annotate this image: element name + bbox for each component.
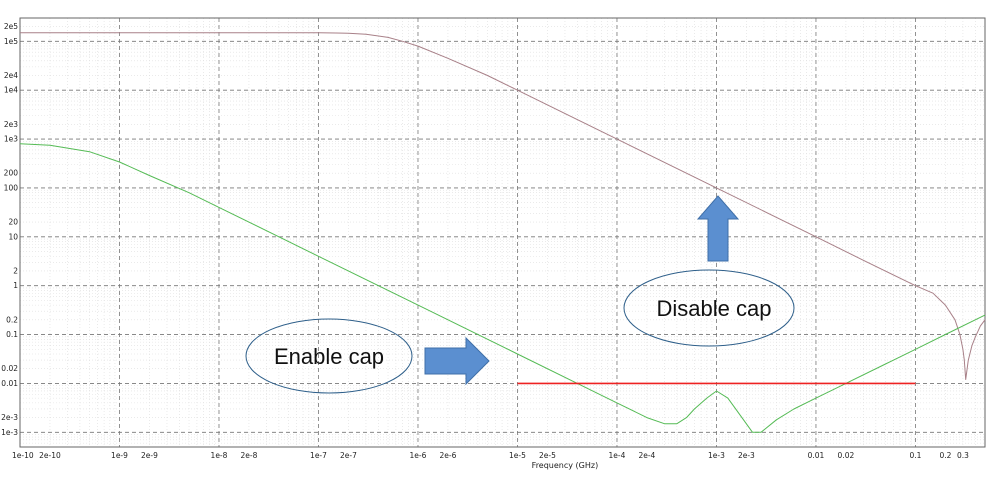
y-tick-label: 200 <box>4 169 19 178</box>
x-tick-label: 1e-8 <box>211 451 228 460</box>
x-tick-label: 2e-3 <box>738 451 755 460</box>
x-axis-label: Frequency (GHz) <box>532 461 599 470</box>
y-tick-label: 0.1 <box>6 330 18 339</box>
enable-cap-label: Enable cap <box>274 344 384 369</box>
x-tick-label: 0.2 <box>939 451 951 460</box>
x-tick-label: 1e-5 <box>509 451 526 460</box>
y-tick-label: 1e-3 <box>1 428 18 437</box>
x-tick-label: 0.02 <box>838 451 855 460</box>
x-tick-label: 2e-7 <box>340 451 357 460</box>
y-tick-labels: 2e5 1e5 2e4 1e4 2e3 1e3 200 100 20 10 2 1 0.2 0.1 0.02… <box>1 22 18 437</box>
x-tick-label: 2e-5 <box>539 451 556 460</box>
series-layer <box>19 32 986 433</box>
disable-cap-ellipse <box>623 269 795 347</box>
y-tick-label: 20 <box>8 218 18 227</box>
series-line-2 <box>19 143 986 433</box>
y-tick-label: 1e3 <box>4 135 18 144</box>
y-tick-label: 2e5 <box>4 22 18 31</box>
disable-cap-annotation: Disable cap <box>623 195 795 347</box>
y-tick-label: 1e4 <box>4 86 18 95</box>
x-tick-label: 1e-3 <box>708 451 725 460</box>
x-tick-label: 1e-9 <box>111 451 128 460</box>
y-tick-label: 0.2 <box>6 315 18 324</box>
x-tick-label: 1e-6 <box>410 451 427 460</box>
x-tick-label: 0.01 <box>808 451 825 460</box>
enable-cap-annotation: Enable cap <box>245 318 490 394</box>
x-tick-label: 1e-4 <box>609 451 626 460</box>
x-tick-labels: 1e-10 2e-10 1e-9 2e-9 1e-8 2e-8 1e-7 2e-7 1e-6 2e… <box>12 451 969 460</box>
y-tick-label: 100 <box>4 183 19 192</box>
y-tick-label: 0.01 <box>1 379 18 388</box>
x-tick-label: 1e-7 <box>310 451 327 460</box>
y-tick-label: 2e4 <box>4 71 18 80</box>
y-tick-label: 2 <box>13 266 18 275</box>
series-line-1 <box>20 32 986 380</box>
up-arrow-icon <box>696 195 740 262</box>
x-tick-label: 2e-8 <box>241 451 258 460</box>
disable-cap-label: Disable cap <box>657 296 772 321</box>
x-tick-label: 0.3 <box>957 451 969 460</box>
x-tick-label: 2e-10 <box>39 451 61 460</box>
x-tick-label: 1e-10 <box>12 451 34 460</box>
plot-frame <box>19 17 986 448</box>
y-tick-label: 2e-3 <box>1 413 18 422</box>
enable-cap-ellipse <box>245 318 413 394</box>
y-tick-label: 10 <box>8 232 18 241</box>
y-tick-label: 1 <box>13 281 18 290</box>
right-arrow-icon <box>424 336 490 386</box>
x-tick-label: 2e-4 <box>638 451 655 460</box>
x-tick-label: 0.1 <box>909 451 921 460</box>
y-tick-label: 0.02 <box>1 364 18 373</box>
minor-grid <box>20 18 985 447</box>
x-tick-label: 2e-6 <box>439 451 456 460</box>
y-tick-label: 2e3 <box>4 120 18 129</box>
y-tick-label: 1e5 <box>4 37 18 46</box>
x-tick-label: 2e-9 <box>141 451 158 460</box>
